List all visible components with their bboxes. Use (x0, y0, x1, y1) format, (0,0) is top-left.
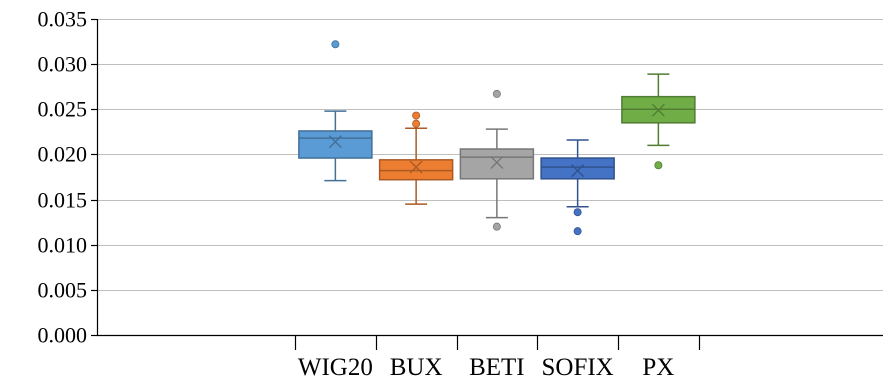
mean-marker (651, 103, 665, 117)
mean-marker (490, 156, 504, 170)
outlier-point (573, 208, 582, 217)
x-category-label: BUX (390, 354, 443, 381)
outlier-point (654, 161, 663, 170)
x-category-label: BETI (469, 354, 525, 381)
box-iqr (378, 159, 454, 181)
axes (91, 18, 883, 350)
box-bux (378, 111, 454, 205)
box-wig20 (298, 40, 373, 182)
y-tick-label: 0.015 (38, 188, 88, 213)
y-tick-label: 0.030 (38, 52, 88, 77)
x-axis-category-labels: WIG20 BUX BETI SOFIX PX (298, 354, 674, 381)
outlier-point (412, 111, 421, 120)
mean-marker (571, 164, 585, 178)
outlier-point (573, 227, 582, 236)
box-beti (459, 89, 535, 231)
gridlines (97, 19, 883, 291)
outlier-point (492, 222, 501, 231)
mean-marker (328, 135, 342, 149)
box-iqr (298, 130, 373, 159)
y-tick-label: 0.025 (38, 97, 88, 122)
x-category-label: WIG20 (298, 354, 373, 381)
y-tick-label: 0.035 (38, 7, 88, 32)
y-tick-label: 0.010 (38, 233, 88, 258)
y-tick-label: 0.005 (38, 278, 88, 303)
box-iqr (459, 148, 535, 180)
outlier-point (492, 89, 501, 98)
outlier-point (412, 119, 421, 128)
x-category-label: SOFIX (542, 354, 614, 381)
box-series (298, 40, 696, 236)
box-px (621, 73, 696, 170)
x-category-label: PX (642, 354, 674, 381)
y-tick-label: 0.000 (38, 323, 88, 348)
outlier-point (331, 40, 340, 49)
mean-marker (409, 160, 423, 174)
y-tick-label: 0.020 (38, 142, 88, 167)
box-iqr (540, 157, 615, 180)
y-axis-tick-labels: 0.000 0.005 0.010 0.015 0.020 0.025 0.030 0.035 (38, 7, 88, 348)
box-sofix (540, 139, 615, 236)
